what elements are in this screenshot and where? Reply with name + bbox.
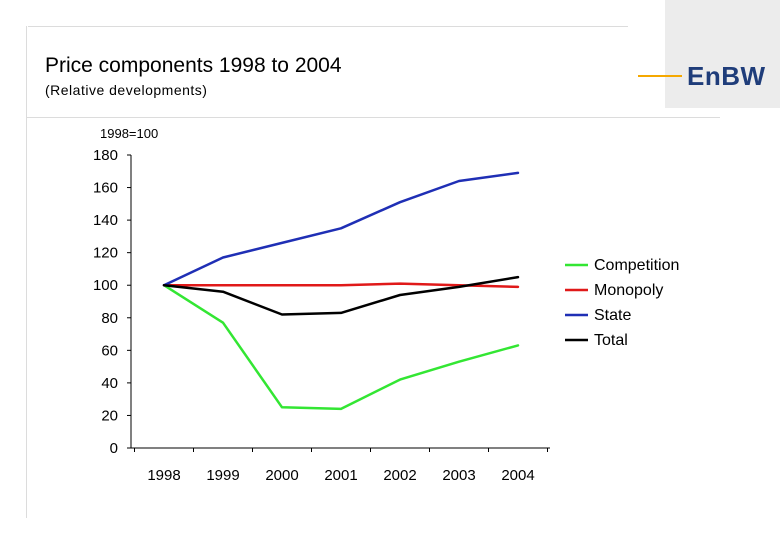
y-tick-label: 160 <box>93 180 118 197</box>
chart-series <box>162 171 520 411</box>
header-side-panel <box>665 0 780 108</box>
series-line-monopoly <box>162 282 520 289</box>
series-line-state <box>162 171 520 287</box>
series-line-total <box>162 275 520 316</box>
y-tick-label: 20 <box>101 407 118 424</box>
legend-label-total: Total <box>594 332 628 349</box>
x-tick-label: 2004 <box>501 467 534 484</box>
y-tick-label: 120 <box>93 245 118 262</box>
page-title: Price components 1998 to 2004 <box>45 54 342 77</box>
x-tick-label: 1998 <box>147 467 180 484</box>
chart-axes: 1998=100 0 20 40 60 80 100 120 140 160 180 1998 1999… <box>93 126 550 484</box>
y-tick-label: 100 <box>93 277 118 294</box>
series-line-competition <box>162 283 520 411</box>
y-axis-label: 1998=100 <box>100 126 158 141</box>
x-tick-label: 2003 <box>442 467 475 484</box>
enbw-logo: EnBW <box>687 61 766 91</box>
y-tick-label: 60 <box>101 342 118 359</box>
chart-legend: Competition Monopoly State Total <box>565 257 679 349</box>
legend-label-monopoly: Monopoly <box>594 282 663 299</box>
x-tick-label: 2000 <box>265 467 298 484</box>
y-tick-label: 140 <box>93 212 118 229</box>
left-divider <box>26 26 27 518</box>
legend-label-competition: Competition <box>594 257 679 274</box>
y-tick-label: 0 <box>110 440 118 457</box>
legend-label-state: State <box>594 307 631 324</box>
x-tick-label: 1999 <box>206 467 239 484</box>
logo-accent-line <box>638 75 682 77</box>
x-tick-label: 2001 <box>324 467 357 484</box>
y-tick-label: 80 <box>101 310 118 327</box>
y-tick-label: 180 <box>93 147 118 164</box>
y-tick-label: 40 <box>101 375 118 392</box>
top-divider <box>28 26 628 27</box>
x-tick-label: 2002 <box>383 467 416 484</box>
header-divider <box>26 117 720 118</box>
page-subtitle: (Relative developments) <box>45 82 208 98</box>
